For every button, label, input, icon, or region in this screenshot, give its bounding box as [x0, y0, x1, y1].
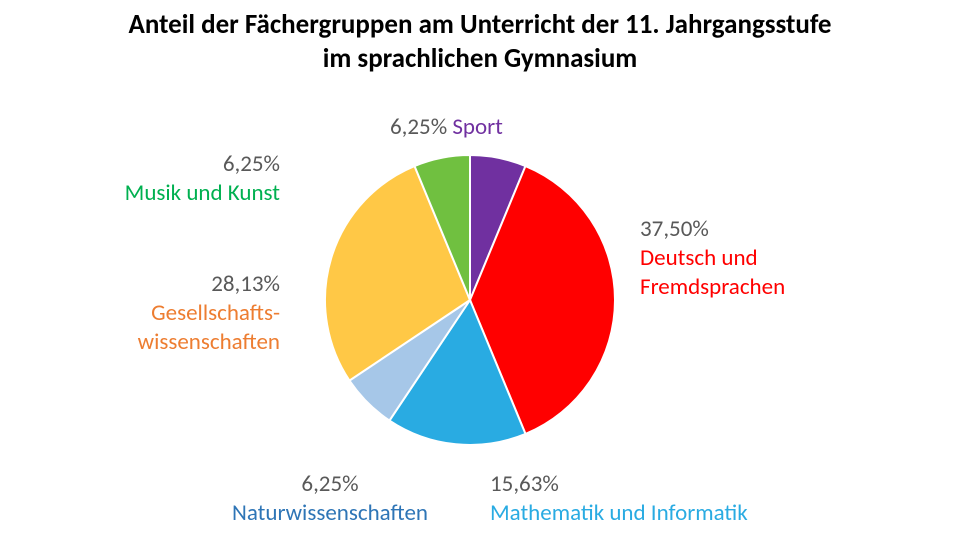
slice-label: 6,25% Sport: [390, 113, 503, 142]
slice-name: Deutsch und: [640, 244, 785, 273]
chart-title: Anteil der Fächergruppen am Unterricht d…: [0, 8, 960, 76]
pie-chart-area: 6,25% Sport 37,50%Deutsch undFremdsprache…: [0, 90, 960, 549]
chart-title-line2: im sprachlichen Gymnasium: [323, 42, 638, 75]
slice-label: 6,25%Musik und Kunst: [125, 150, 280, 208]
slice-name: Naturwissenschaften: [232, 499, 428, 528]
slice-name: Fremdsprachen: [640, 273, 785, 302]
slice-percent: 6,25%: [125, 150, 280, 179]
slice-name: Gesellschafts-: [138, 299, 280, 328]
slice-percent: 15,63%: [490, 470, 748, 499]
slice-name: Mathematik und Informatik: [490, 499, 748, 528]
slice-name: wissenschaften: [138, 328, 280, 357]
chart-title-line1: Anteil der Fächergruppen am Unterricht d…: [129, 8, 832, 41]
slice-label: 15,63%Mathematik und Informatik: [490, 470, 748, 528]
slice-percent: 6,25%: [232, 470, 428, 499]
slice-percent: 28,13%: [138, 270, 280, 299]
slice-label: 37,50%Deutsch undFremdsprachen: [640, 215, 785, 301]
slice-label: 28,13%Gesellschafts-wissenschaften: [138, 270, 280, 356]
slice-name: Musik und Kunst: [125, 179, 280, 208]
slice-percent: 37,50%: [640, 215, 785, 244]
slice-label: 6,25%Naturwissenschaften: [232, 470, 428, 528]
